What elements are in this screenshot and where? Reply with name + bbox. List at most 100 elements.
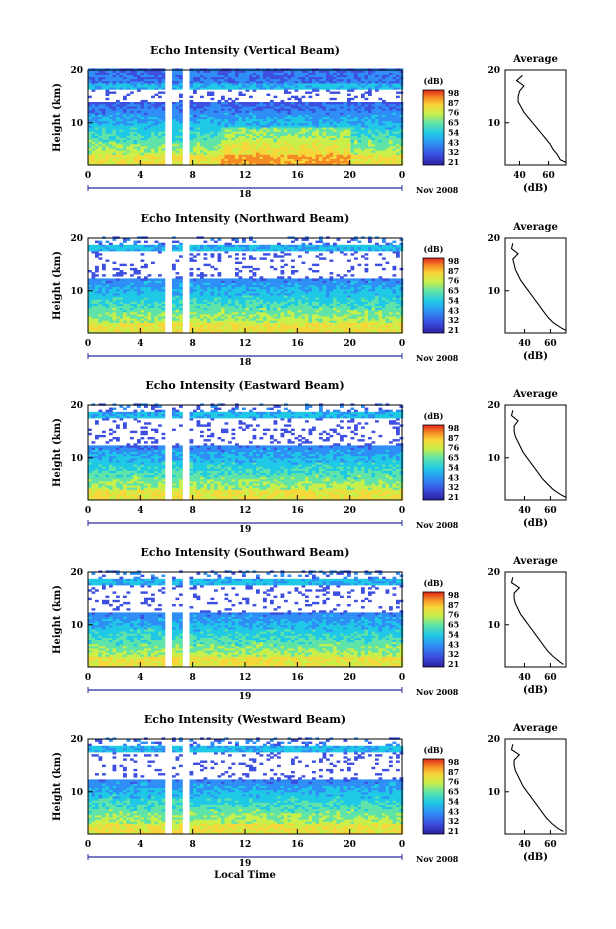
heatmap-cell (323, 71, 327, 73)
heatmap-cell (155, 148, 159, 150)
heatmap-cell (200, 140, 204, 142)
heatmap-cell (323, 138, 327, 140)
heatmap-cell (225, 144, 229, 146)
heatmap-cell (246, 81, 250, 83)
heatmap-cell (113, 278, 117, 280)
heatmap-cell (340, 138, 344, 140)
heatmap-cell (176, 152, 180, 154)
heatmap-cell (204, 146, 208, 148)
heatmap-cell (389, 85, 393, 87)
heatmap-cell (400, 152, 404, 154)
heatmap-cell (176, 323, 180, 325)
heatmap-cell (337, 150, 341, 152)
heatmap-cell (253, 134, 257, 136)
heatmap-cell (214, 134, 218, 136)
heatmap-cell (361, 77, 365, 79)
heatmap-cell (214, 131, 218, 133)
heatmap-cell (347, 98, 351, 100)
heatmap-cell (235, 327, 239, 329)
heatmap-cell (305, 127, 309, 129)
heatmap-cell (99, 87, 103, 89)
heatmap-cell (242, 104, 246, 106)
heatmap-cell (113, 308, 117, 310)
heatmap-cell (340, 144, 344, 146)
heatmap-cell (113, 71, 117, 73)
heatmap-cell (323, 148, 327, 150)
heatmap-cell (256, 142, 260, 144)
heatmap-cell (148, 113, 152, 115)
heatmap-cell (123, 129, 127, 131)
heatmap-cell (116, 310, 120, 312)
heatmap-cell (193, 287, 197, 289)
heatmap-cell (284, 77, 288, 79)
colorbar-tick-label: 98 (448, 88, 460, 98)
heatmap-cell (102, 249, 106, 251)
heatmap-cell (123, 81, 127, 83)
heatmap-cell (312, 73, 316, 75)
heatmap-cell (305, 113, 309, 115)
heatmap-cell (116, 104, 120, 106)
heatmap-cell (141, 325, 145, 327)
heatmap-cell (246, 152, 250, 154)
heatmap-cell (382, 81, 386, 83)
heatmap-cell (379, 113, 383, 115)
heatmap-cell (130, 138, 134, 140)
heatmap-cell (211, 94, 215, 96)
heatmap-cell (211, 71, 215, 73)
heatmap-cell (309, 144, 313, 146)
heatmap-cell (193, 320, 197, 322)
heatmap-cell (200, 276, 204, 278)
heatmap-cell (347, 117, 351, 119)
heatmap-cell (232, 278, 236, 280)
heatmap-cell (242, 320, 246, 322)
heatmap-cell (116, 129, 120, 131)
heatmap-cell (151, 318, 155, 320)
heatmap-cell (95, 113, 99, 115)
heatmap-cell (116, 299, 120, 301)
heatmap-cell (344, 113, 348, 115)
heatmap-cell (134, 299, 138, 301)
heatmap-cell (302, 79, 306, 81)
heatmap-cell (176, 129, 180, 131)
heatmap-cell (106, 144, 110, 146)
heatmap-cell (95, 125, 99, 127)
heatmap-cell (141, 121, 145, 123)
heatmap-cell (92, 293, 96, 295)
heatmap-cell (358, 142, 362, 144)
heatmap-cell (204, 104, 208, 106)
heatmap-cell (190, 320, 194, 322)
heatmap-cell (137, 142, 141, 144)
heatmap-cell (232, 81, 236, 83)
heatmap-cell (295, 96, 299, 98)
heatmap-cell (151, 102, 155, 104)
heatmap-cell (309, 115, 313, 117)
heatmap-cell (228, 291, 232, 293)
heatmap-cell (319, 159, 323, 161)
heatmap-cell (263, 150, 267, 152)
heatmap-cell (211, 320, 215, 322)
heatmap-cell (176, 83, 180, 85)
heatmap-cell (88, 148, 92, 150)
heatmap-cell (316, 125, 320, 127)
heatmap-cell (361, 108, 365, 110)
heatmap-cell (242, 283, 246, 285)
heatmap-cell (99, 106, 103, 108)
heatmap-cell (319, 77, 323, 79)
heatmap-cell (130, 136, 134, 138)
heatmap-cell (172, 161, 176, 163)
heatmap-cell (361, 142, 365, 144)
heatmap-cell (340, 83, 344, 85)
heatmap-cell (235, 79, 239, 81)
heatmap-cell (95, 295, 99, 297)
heatmap-cell (218, 272, 222, 274)
heatmap-cell (92, 295, 96, 297)
heatmap-cell (361, 96, 365, 98)
heatmap-cell (232, 106, 236, 108)
heatmap-cell (274, 75, 278, 77)
heatmap-cell (137, 106, 141, 108)
heatmap-cell (344, 146, 348, 148)
heatmap-cell (288, 134, 292, 136)
heatmap-cell (134, 81, 138, 83)
heatmap-cell (323, 131, 327, 133)
heatmap-cell (277, 150, 281, 152)
